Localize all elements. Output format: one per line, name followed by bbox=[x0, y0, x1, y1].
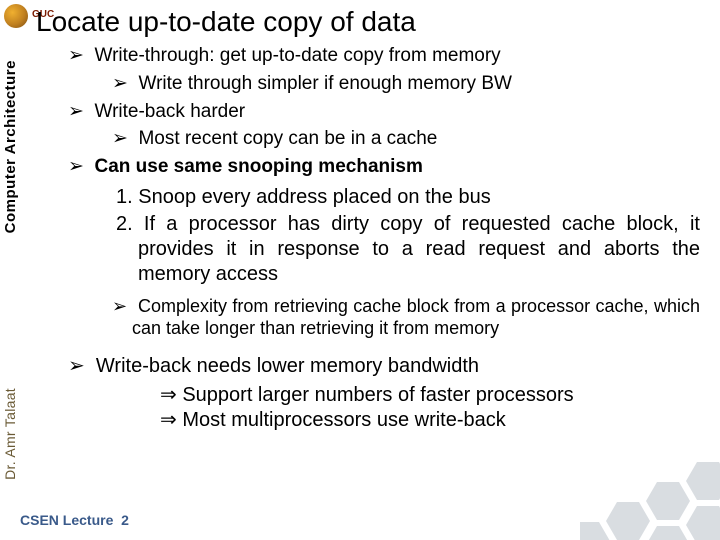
bullet-snooping: ➢ Can use same snooping mechanism bbox=[68, 155, 700, 179]
slide-body: ➢ Write-through: get up-to-date copy fro… bbox=[40, 44, 700, 433]
arrow-icon: ➢ bbox=[68, 355, 85, 377]
slide-title: Locate up-to-date copy of data bbox=[36, 6, 416, 38]
numbered-list: 1. Snoop every address placed on the bus… bbox=[116, 185, 700, 287]
bullet-text: Write-back harder bbox=[94, 101, 245, 122]
numbered-item-1: 1. Snoop every address placed on the bus bbox=[116, 185, 700, 210]
footer-label: CSEN Lecture bbox=[20, 512, 113, 528]
bullet-write-back-harder: ➢ Write-back harder bbox=[68, 100, 700, 124]
bullet-text: Complexity from retrieving cache block f… bbox=[132, 296, 700, 339]
sidebar-course-label: Computer Architecture bbox=[2, 60, 19, 233]
bullet-text: Most multiprocessors use write-back bbox=[182, 409, 505, 431]
footer-lecture: CSEN Lecture 2 bbox=[20, 512, 129, 528]
implies-most-multiprocessors: ⇒ Most multiprocessors use write-back bbox=[160, 408, 700, 433]
subbullet-write-through-simpler: ➢ Write through simpler if enough memory… bbox=[112, 72, 700, 96]
bullet-text: Write-back needs lower memory bandwidth bbox=[96, 355, 479, 377]
arrow-icon: ➢ bbox=[112, 73, 128, 94]
bullet-write-through: ➢ Write-through: get up-to-date copy fro… bbox=[68, 44, 700, 68]
implies-icon: ⇒ bbox=[160, 409, 177, 431]
arrow-icon: ➢ bbox=[112, 296, 127, 316]
bullet-text: Most recent copy can be in a cache bbox=[138, 128, 437, 149]
arrow-icon: ➢ bbox=[112, 128, 128, 149]
bullet-text: Support larger numbers of faster process… bbox=[182, 384, 573, 406]
hex-watermark-icon bbox=[580, 450, 720, 540]
subbullet-complexity: ➢ Complexity from retrieving cache block… bbox=[112, 295, 700, 340]
arrow-icon: ➢ bbox=[68, 156, 84, 177]
arrow-icon: ➢ bbox=[68, 101, 84, 122]
bullet-text: Write-through: get up-to-date copy from … bbox=[94, 45, 500, 66]
sidebar-author-label: Dr. Amr Talaat bbox=[2, 388, 18, 480]
footer-number: 2 bbox=[121, 512, 129, 528]
bullet-lower-bandwidth: ➢ Write-back needs lower memory bandwidt… bbox=[68, 354, 700, 379]
implies-support-larger: ⇒ Support larger numbers of faster proce… bbox=[160, 383, 700, 408]
bullet-text: Can use same snooping mechanism bbox=[94, 156, 422, 177]
subbullet-recent-copy-cache: ➢ Most recent copy can be in a cache bbox=[112, 127, 700, 151]
slide: Locate up-to-date copy of data Computer … bbox=[0, 0, 720, 540]
guc-logo-icon bbox=[4, 4, 28, 28]
arrow-icon: ➢ bbox=[68, 45, 84, 66]
numbered-item-2: 2. If a processor has dirty copy of requ… bbox=[116, 212, 700, 287]
bullet-text: Write through simpler if enough memory B… bbox=[138, 73, 511, 94]
implies-icon: ⇒ bbox=[160, 384, 177, 406]
